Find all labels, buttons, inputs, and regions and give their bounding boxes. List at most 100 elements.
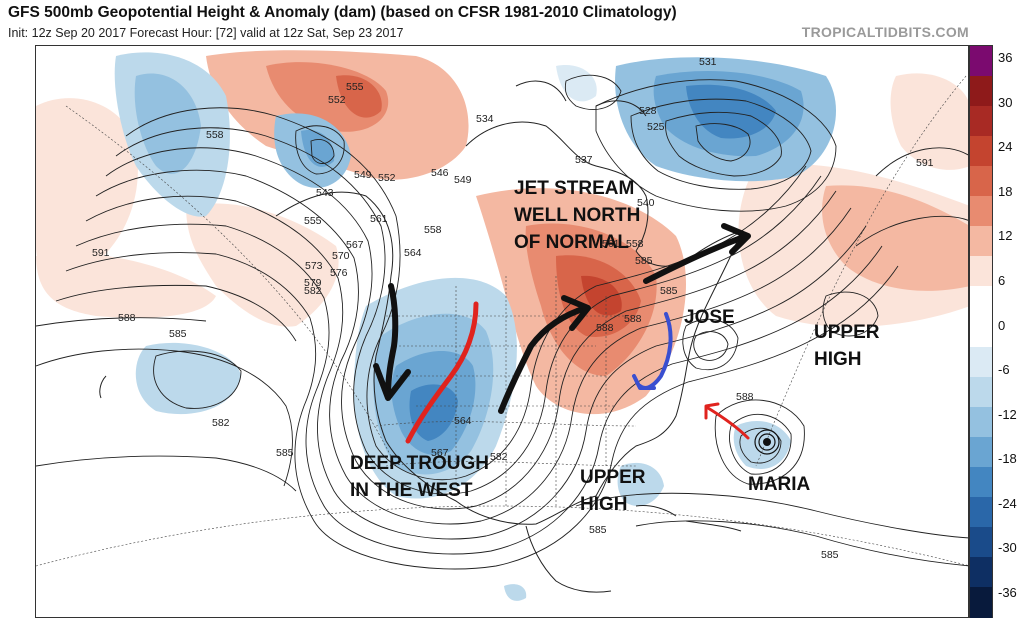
map-panel: 555 552 558 546 549 552 549 543 555 561 … — [35, 45, 969, 618]
contour-label: 585 — [169, 328, 187, 340]
contour-label: 552 — [328, 94, 346, 106]
colorbar-tick-label: 30 — [998, 94, 1013, 110]
contour-label: 567 — [346, 239, 364, 251]
map-canvas: 555 552 558 546 549 552 549 543 555 561 … — [36, 50, 968, 601]
contour-label: 570 — [332, 250, 350, 262]
colorbar-segment — [970, 196, 992, 227]
colorbar-segment — [970, 556, 992, 588]
contour-label: 543 — [316, 187, 334, 199]
contour-label: 588 — [736, 391, 754, 403]
annotation-upper-high-east: UPPER HIGH — [814, 322, 880, 370]
colorbar-segment — [970, 526, 992, 558]
colorbar-tick-label: -30 — [998, 540, 1017, 556]
contour-label: 534 — [476, 113, 494, 125]
colorbar-tick-label: 12 — [998, 228, 1013, 244]
contour-label: 585 — [660, 285, 678, 297]
colorbar-segment — [970, 346, 992, 378]
contour-label: 564 — [404, 247, 422, 259]
contour-label: 540 — [637, 197, 655, 209]
annotation-jose: JOSE — [684, 307, 735, 328]
colorbar-segment — [970, 76, 992, 107]
contour-label: 546 — [431, 167, 449, 179]
contour-label: 549 — [354, 169, 372, 181]
contour-label: 561 — [602, 238, 620, 250]
contour-label: 579 — [304, 277, 322, 289]
colorbar-segment — [970, 376, 992, 408]
contour-label: 582 — [212, 417, 230, 429]
colorbar-segment — [970, 106, 992, 137]
negative-anomaly-shading — [114, 52, 836, 601]
colorbar-tick-label: -24 — [998, 495, 1017, 511]
colorbar-segment — [970, 226, 992, 257]
black-arrow-west-head — [373, 363, 411, 401]
colorbar-segment — [970, 166, 992, 197]
contour-label: 591 — [92, 247, 110, 259]
anomaly-colorbar — [969, 45, 993, 618]
map-title: GFS 500mb Geopotential Height & Anomaly … — [8, 4, 677, 21]
contour-label: 588 — [118, 312, 136, 324]
colorbar-segment — [970, 586, 992, 618]
contour-label: 528 — [639, 105, 657, 117]
contour-label: 585 — [589, 524, 607, 536]
site-watermark: TROPICALTIDBITS.COM — [801, 24, 969, 40]
contour-label: 558 — [206, 129, 224, 141]
colorbar-tick-label: -12 — [998, 406, 1017, 422]
annotation-jet-stream: JET STREAM WELL NORTH OF NORMAL — [514, 178, 641, 253]
contour-label: 558 — [626, 238, 644, 250]
colorbar-segment — [970, 136, 992, 167]
contour-label: 555 — [304, 215, 322, 227]
contour-label: 576 — [330, 267, 348, 279]
contour-label: 585 — [276, 447, 294, 459]
map-subtitle: Init: 12z Sep 20 2017 Forecast Hour: [72… — [8, 26, 404, 40]
contour-label: 591 — [916, 157, 934, 169]
colorbar-tick-label: 18 — [998, 183, 1013, 199]
height-contours — [36, 74, 968, 570]
contour-label: 564 — [454, 415, 472, 427]
colorbar-segment — [970, 316, 992, 348]
colorbar-tick-label: 6 — [998, 272, 1006, 288]
colorbar-segment — [970, 436, 992, 468]
contour-label: 582 — [304, 285, 322, 297]
black-arrow-northeast — [643, 233, 749, 284]
colorbar-segment — [970, 406, 992, 438]
contour-label: 567 — [431, 447, 449, 459]
black-arrow-central-head — [561, 295, 591, 331]
annotation-deep-trough: DEEP TROUGH IN THE WEST — [350, 453, 490, 501]
red-arrow-maria-head — [704, 402, 720, 420]
black-arrow-northeast-head — [721, 223, 751, 255]
colorbar-tick-label: 36 — [998, 50, 1013, 65]
contour-label: 585 — [821, 549, 839, 561]
colorbar-tick-label: -18 — [998, 451, 1017, 467]
black-arrow-west — [385, 283, 399, 399]
contour-label: 537 — [575, 154, 593, 166]
contour-label: 588 — [596, 322, 614, 334]
annotation-upper-high-south: UPPER HIGH — [580, 467, 646, 515]
contour-label: 549 — [454, 174, 472, 186]
colorbar-tick-label: 24 — [998, 139, 1013, 155]
black-arrow-central — [498, 305, 589, 414]
contour-label: 558 — [424, 224, 442, 236]
contour-label: 555 — [346, 81, 364, 93]
colorbar-tick-label: -36 — [998, 585, 1017, 600]
annotation-maria: MARIA — [748, 474, 811, 495]
contour-label: 525 — [647, 121, 665, 133]
colorbar-segment — [970, 496, 992, 528]
contour-label: 585 — [635, 255, 653, 267]
contour-label: 588 — [624, 313, 642, 325]
contour-label: 582 — [490, 451, 508, 463]
contour-label: 531 — [699, 56, 717, 68]
blue-arrow-jose-head — [632, 374, 656, 390]
contour-label: 573 — [305, 260, 323, 272]
colorbar-tick-label: -6 — [998, 362, 1010, 378]
colorbar-segment — [970, 286, 992, 318]
colorbar-segment — [970, 466, 992, 498]
red-trough-line — [405, 301, 479, 444]
coastlines — [99, 80, 742, 593]
red-arrow-maria — [706, 406, 750, 440]
contour-label: 552 — [378, 172, 396, 184]
annotation-arrows — [373, 223, 751, 444]
contour-labels: 555 552 558 546 549 552 549 543 555 561 … — [92, 56, 934, 561]
colorbar-segment — [970, 46, 992, 77]
colorbar-tick-label: 0 — [998, 317, 1006, 333]
maria-storm-symbol — [754, 429, 780, 455]
